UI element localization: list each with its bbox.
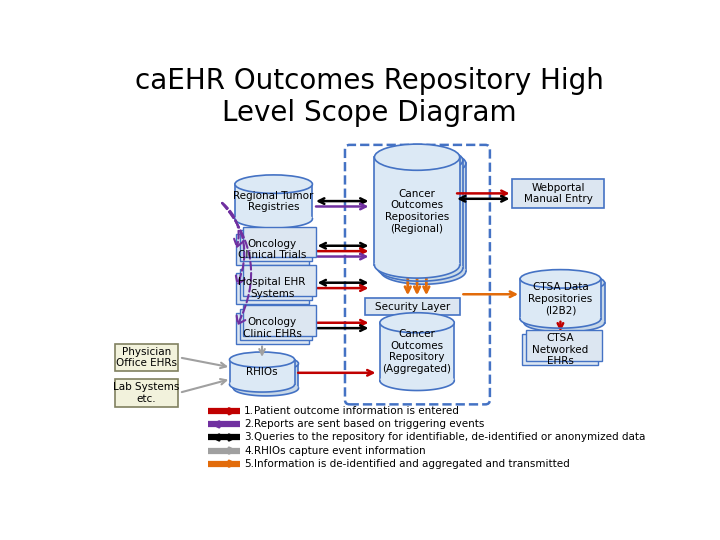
FancyBboxPatch shape xyxy=(526,330,602,361)
Ellipse shape xyxy=(524,273,605,292)
Text: caEHR Outcomes Repository High
Level Scope Diagram: caEHR Outcomes Repository High Level Sco… xyxy=(135,67,603,127)
FancyArrowPatch shape xyxy=(222,203,251,324)
FancyBboxPatch shape xyxy=(243,226,316,257)
Text: Information is de-identified and aggregated and transmitted: Information is de-identified and aggrega… xyxy=(254,458,570,469)
Text: Cancer
Outcomes
Repository
(Aggregated): Cancer Outcomes Repository (Aggregated) xyxy=(382,329,451,374)
Ellipse shape xyxy=(377,147,463,173)
Polygon shape xyxy=(520,279,600,319)
Ellipse shape xyxy=(374,144,459,170)
Ellipse shape xyxy=(524,314,605,332)
FancyBboxPatch shape xyxy=(240,269,312,300)
FancyBboxPatch shape xyxy=(243,305,316,336)
FancyBboxPatch shape xyxy=(114,343,179,372)
Ellipse shape xyxy=(235,175,312,193)
Polygon shape xyxy=(374,157,459,265)
Ellipse shape xyxy=(520,309,600,328)
Text: Queries to the repository for identifiable, de-identified or anonymized data: Queries to the repository for identifiab… xyxy=(254,433,646,442)
Polygon shape xyxy=(380,323,454,381)
Text: Oncology
Clinic EHRs: Oncology Clinic EHRs xyxy=(243,318,302,339)
FancyBboxPatch shape xyxy=(114,379,179,407)
Ellipse shape xyxy=(380,313,454,333)
Text: CTSA
Networked
EHRs: CTSA Networked EHRs xyxy=(532,333,588,366)
Text: 5.: 5. xyxy=(244,458,254,469)
Text: Regional Tumor
Registries: Regional Tumor Registries xyxy=(233,191,314,212)
Text: 4.: 4. xyxy=(244,446,254,456)
Text: Webportal
Manual Entry: Webportal Manual Entry xyxy=(523,183,593,204)
Ellipse shape xyxy=(230,352,294,367)
Polygon shape xyxy=(377,160,463,268)
FancyBboxPatch shape xyxy=(235,234,309,265)
Ellipse shape xyxy=(235,210,312,228)
FancyBboxPatch shape xyxy=(523,334,598,365)
Polygon shape xyxy=(381,164,466,271)
Ellipse shape xyxy=(381,150,466,177)
Text: CTSA Data
Repositories
(I2B2): CTSA Data Repositories (I2B2) xyxy=(528,282,593,315)
Ellipse shape xyxy=(377,255,463,281)
Text: 3.: 3. xyxy=(244,433,254,442)
Text: RHIOs capture event information: RHIOs capture event information xyxy=(254,446,426,456)
Polygon shape xyxy=(230,360,294,384)
Polygon shape xyxy=(524,283,605,323)
Ellipse shape xyxy=(381,258,466,284)
FancyBboxPatch shape xyxy=(235,273,309,303)
FancyBboxPatch shape xyxy=(365,298,459,315)
FancyArrowPatch shape xyxy=(222,203,245,284)
Ellipse shape xyxy=(233,381,299,396)
Text: Lab Systems
etc.: Lab Systems etc. xyxy=(113,382,180,403)
FancyBboxPatch shape xyxy=(243,265,316,296)
Text: Security Layer: Security Layer xyxy=(375,301,450,312)
Ellipse shape xyxy=(374,252,459,278)
FancyBboxPatch shape xyxy=(513,179,604,208)
Text: Cancer
Outcomes
Repositories
(Regional): Cancer Outcomes Repositories (Regional) xyxy=(385,188,449,233)
FancyArrowPatch shape xyxy=(222,203,243,247)
Ellipse shape xyxy=(233,356,299,372)
FancyBboxPatch shape xyxy=(240,309,312,340)
Text: 1.: 1. xyxy=(244,406,254,416)
Ellipse shape xyxy=(230,377,294,392)
Ellipse shape xyxy=(380,370,454,390)
Text: Patient outcome information is entered: Patient outcome information is entered xyxy=(254,406,459,416)
FancyBboxPatch shape xyxy=(240,231,312,261)
Text: Oncology
Clinical Trials: Oncology Clinical Trials xyxy=(238,239,306,260)
Text: 2.: 2. xyxy=(244,420,254,429)
Text: RHIOs: RHIOs xyxy=(246,367,278,377)
Text: Hospital EHR
Systems: Hospital EHR Systems xyxy=(238,278,306,299)
Text: Reports are sent based on triggering events: Reports are sent based on triggering eve… xyxy=(254,420,485,429)
Ellipse shape xyxy=(520,269,600,288)
Text: Physician
Office EHRs: Physician Office EHRs xyxy=(116,347,177,368)
Polygon shape xyxy=(233,363,299,388)
FancyBboxPatch shape xyxy=(235,313,309,343)
Polygon shape xyxy=(235,184,312,219)
